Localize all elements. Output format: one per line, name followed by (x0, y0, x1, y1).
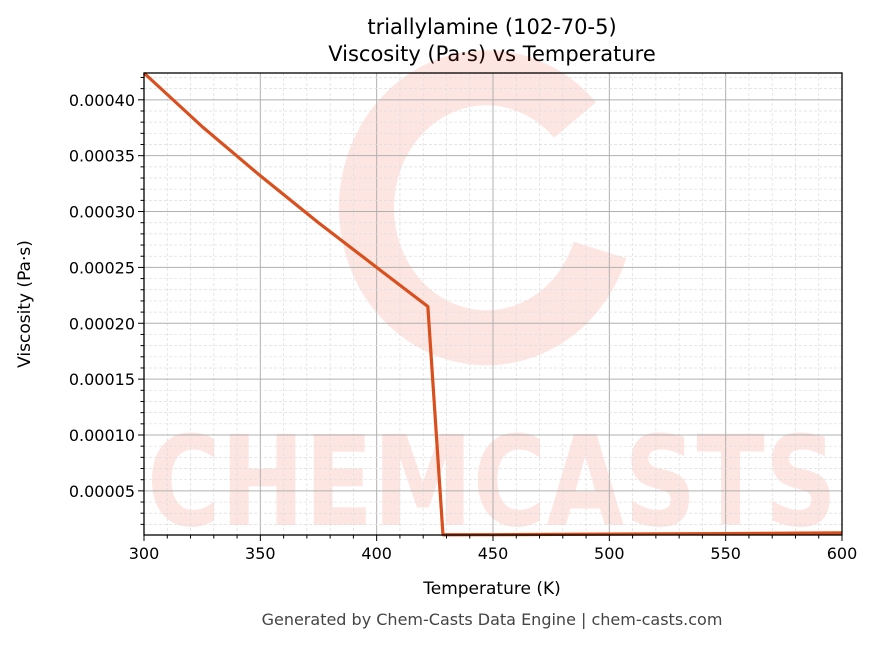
y-axis-label: Viscosity (Pa·s) (15, 240, 35, 368)
x-tick-label: 500 (594, 544, 625, 563)
chemcasts-watermark: CHEMCASTS (147, 50, 837, 555)
x-tick-label: 600 (827, 544, 858, 563)
chart-title: triallylamine (102-70-5) (367, 15, 616, 39)
watermark-text: CHEMCASTS (147, 410, 837, 555)
y-tick-label: 0.00025 (69, 258, 135, 277)
chart-subtitle: Viscosity (Pa·s) vs Temperature (328, 42, 656, 66)
y-tick-label: 0.00040 (69, 91, 135, 110)
y-tick-label: 0.00030 (69, 203, 135, 222)
x-tick-label: 300 (129, 544, 160, 563)
footer-credit: Generated by Chem-Casts Data Engine | ch… (262, 610, 723, 629)
x-tick-label: 350 (245, 544, 276, 563)
viscosity-series-line (142, 71, 843, 537)
y-tick-label: 0.00015 (69, 370, 135, 389)
y-tick-label: 0.00020 (69, 314, 135, 333)
y-tick-label: 0.00005 (69, 482, 135, 501)
watermark-logo-arc (339, 50, 627, 366)
x-tick-label: 450 (478, 544, 509, 563)
y-tick-label: 0.00035 (69, 147, 135, 166)
x-tick-label: 550 (710, 544, 741, 563)
x-axis-label: Temperature (K) (422, 579, 561, 599)
y-tick-label: 0.00010 (69, 426, 135, 445)
x-tick-label: 400 (361, 544, 392, 563)
